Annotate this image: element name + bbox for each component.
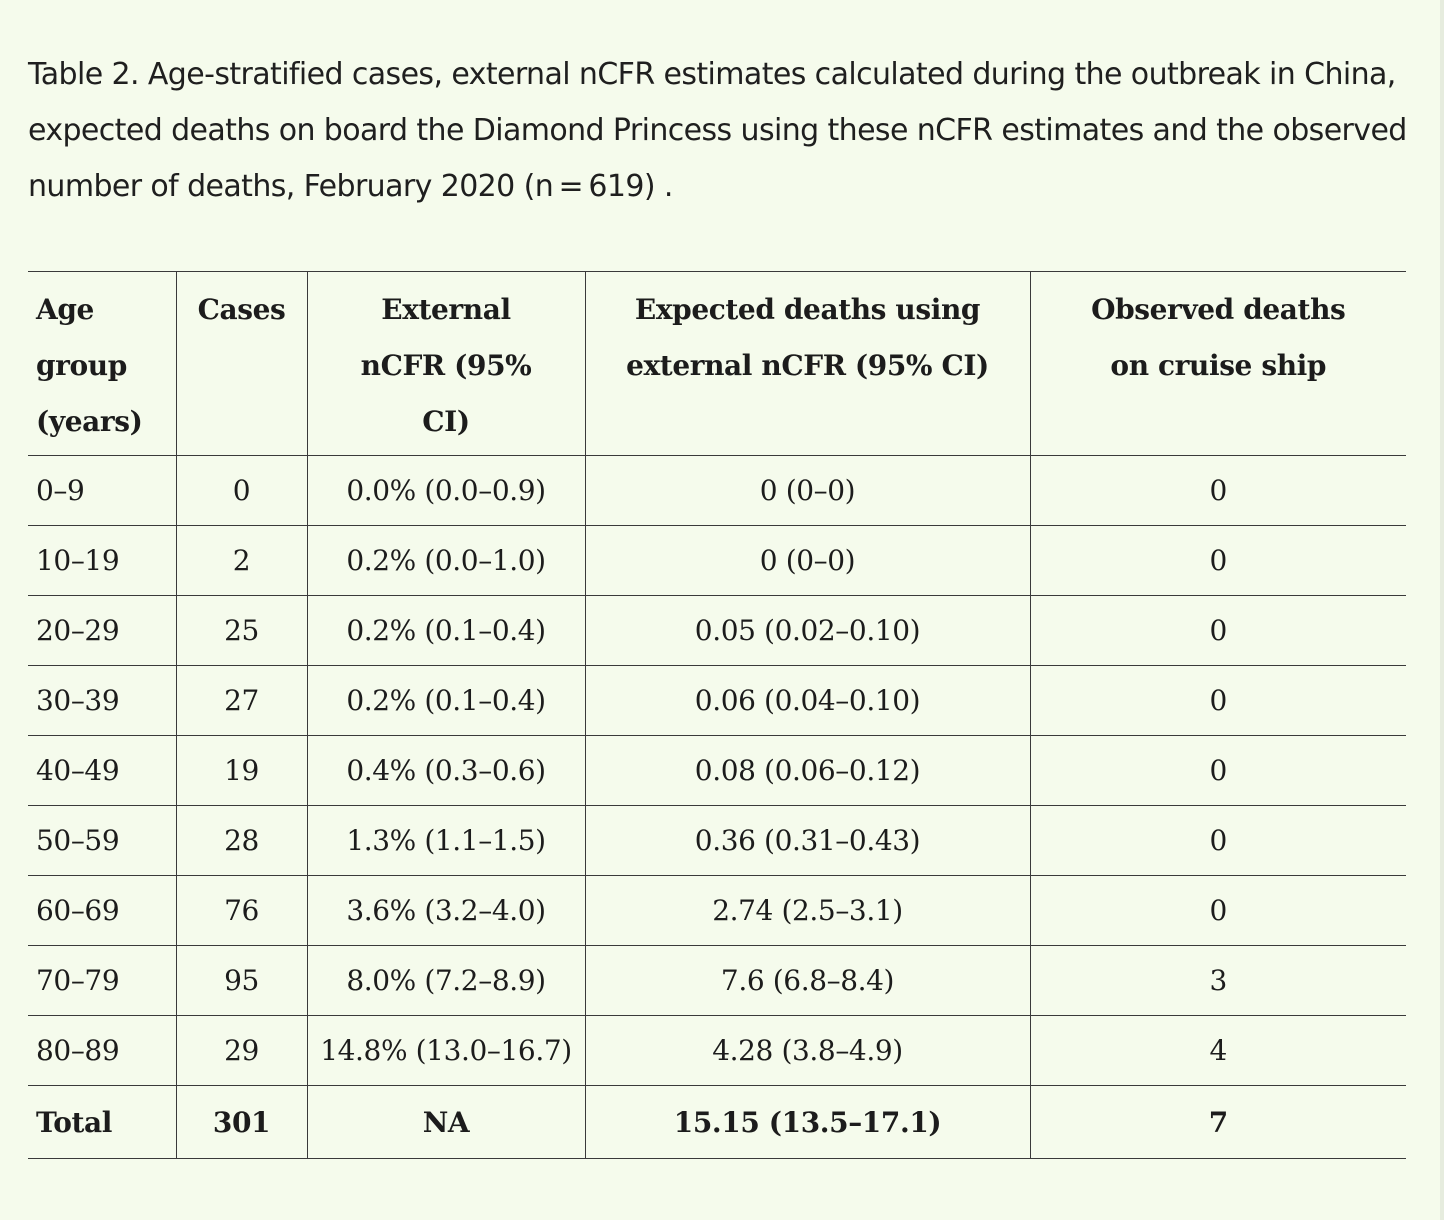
- expected-deaths-cell: 0 (0–0): [584, 525, 1031, 596]
- header-row: Age group (years) Cases External nCFR (9…: [28, 271, 1406, 456]
- expected-deaths-cell: 0 (0–0): [584, 455, 1031, 526]
- observed-deaths-cell: 3: [1029, 945, 1406, 1016]
- page-edge: [1440, 0, 1444, 1220]
- observed-deaths-cell: 7: [1029, 1085, 1406, 1159]
- table-row: 60–69 76 3.6% (3.2–4.0) 2.74 (2.5–3.1) 0: [28, 875, 1406, 946]
- observed-deaths-cell: 0: [1029, 665, 1406, 736]
- observed-deaths-cell: 0: [1029, 875, 1406, 946]
- observed-deaths-cell: 0: [1029, 525, 1406, 596]
- cases-cell: 301: [175, 1085, 308, 1159]
- observed-deaths-cell: 0: [1029, 805, 1406, 876]
- header-external-ncfr: External nCFR (95% CI): [306, 271, 586, 456]
- external-ncfr-cell: 1.3% (1.1–1.5): [306, 805, 586, 876]
- cases-cell: 29: [175, 1015, 308, 1086]
- observed-deaths-cell: 0: [1029, 455, 1406, 526]
- cases-cell: 2: [175, 525, 308, 596]
- age-group-cell: 0–9: [28, 455, 177, 526]
- header-observed-deaths: Observed deaths on cruise ship: [1029, 271, 1406, 456]
- external-ncfr-cell: 0.2% (0.1–0.4): [306, 665, 586, 736]
- table-row: 10–19 2 0.2% (0.0–1.0) 0 (0–0) 0: [28, 525, 1406, 596]
- external-ncfr-cell: 8.0% (7.2–8.9): [306, 945, 586, 1016]
- cases-cell: 25: [175, 595, 308, 666]
- expected-deaths-cell: 2.74 (2.5–3.1): [584, 875, 1031, 946]
- table-row: 40–49 19 0.4% (0.3–0.6) 0.08 (0.06–0.12) 0: [28, 735, 1406, 806]
- age-group-cell: 40–49: [28, 735, 177, 806]
- age-stratified-table: Age group (years) Cases External nCFR (9…: [28, 271, 1406, 1159]
- external-ncfr-cell: 0.2% (0.0–1.0): [306, 525, 586, 596]
- table-caption: Table 2. Age-stratified cases, external …: [28, 57, 1407, 204]
- cases-cell: 28: [175, 805, 308, 876]
- header-cases: Cases: [175, 271, 308, 456]
- age-group-cell: Total: [28, 1085, 177, 1159]
- external-ncfr-cell: 0.2% (0.1–0.4): [306, 595, 586, 666]
- observed-deaths-cell: 4: [1029, 1015, 1406, 1086]
- total-row: Total 301 NA 15.15 (13.5–17.1) 7: [28, 1085, 1406, 1159]
- cases-cell: 19: [175, 735, 308, 806]
- header-age-group: Age group (years): [28, 271, 177, 456]
- age-group-cell: 50–59: [28, 805, 177, 876]
- cases-cell: 0: [175, 455, 308, 526]
- table-row: 0–9 0 0.0% (0.0–0.9) 0 (0–0) 0: [28, 455, 1406, 526]
- external-ncfr-cell: 14.8% (13.0–16.7): [306, 1015, 586, 1086]
- cases-cell: 27: [175, 665, 308, 736]
- expected-deaths-cell: 4.28 (3.8–4.9): [584, 1015, 1031, 1086]
- external-ncfr-cell: NA: [306, 1085, 586, 1159]
- table-row: 30–39 27 0.2% (0.1–0.4) 0.06 (0.04–0.10) 0: [28, 665, 1406, 736]
- table-row: 20–29 25 0.2% (0.1–0.4) 0.05 (0.02–0.10) 0: [28, 595, 1406, 666]
- expected-deaths-cell: 0.36 (0.31–0.43): [584, 805, 1031, 876]
- observed-deaths-cell: 0: [1029, 735, 1406, 806]
- age-group-cell: 80–89: [28, 1015, 177, 1086]
- external-ncfr-cell: 3.6% (3.2–4.0): [306, 875, 586, 946]
- expected-deaths-cell: 7.6 (6.8–8.4): [584, 945, 1031, 1016]
- age-group-cell: 60–69: [28, 875, 177, 946]
- age-group-cell: 20–29: [28, 595, 177, 666]
- cases-cell: 95: [175, 945, 308, 1016]
- age-group-cell: 30–39: [28, 665, 177, 736]
- expected-deaths-cell: 0.05 (0.02–0.10): [584, 595, 1031, 666]
- age-group-cell: 70–79: [28, 945, 177, 1016]
- table-row: 80–89 29 14.8% (13.0–16.7) 4.28 (3.8–4.9) 4: [28, 1015, 1406, 1086]
- expected-deaths-cell: 15.15 (13.5–17.1): [584, 1085, 1031, 1159]
- header-expected-deaths: Expected deaths using external nCFR (95%…: [584, 271, 1031, 456]
- external-ncfr-cell: 0.0% (0.0–0.9): [306, 455, 586, 526]
- age-group-cell: 10–19: [28, 525, 177, 596]
- observed-deaths-cell: 0: [1029, 595, 1406, 666]
- expected-deaths-cell: 0.08 (0.06–0.12): [584, 735, 1031, 806]
- external-ncfr-cell: 0.4% (0.3–0.6): [306, 735, 586, 806]
- expected-deaths-cell: 0.06 (0.04–0.10): [584, 665, 1031, 736]
- cases-cell: 76: [175, 875, 308, 946]
- table-row: 70–79 95 8.0% (7.2–8.9) 7.6 (6.8–8.4) 3: [28, 945, 1406, 1016]
- table-row: 50–59 28 1.3% (1.1–1.5) 0.36 (0.31–0.43) 0: [28, 805, 1406, 876]
